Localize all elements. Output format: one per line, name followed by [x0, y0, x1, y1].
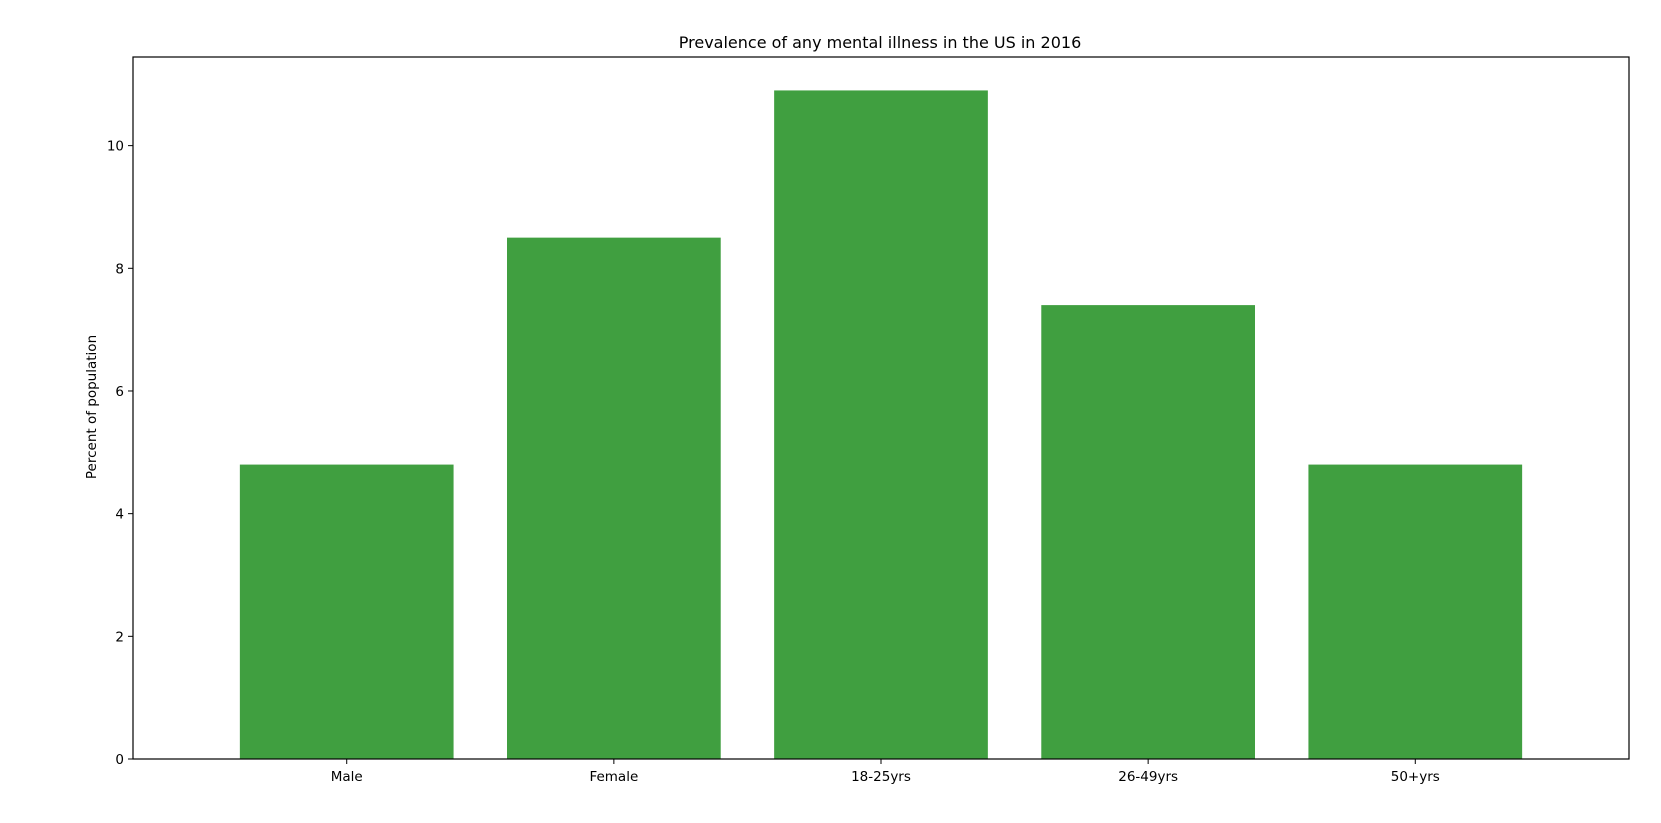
x-tick-label: Male [331, 769, 363, 785]
bar-female [507, 237, 721, 759]
x-tick-label: 26-49yrs [1118, 769, 1178, 785]
y-axis-ticks: 0 2 4 6 8 10 [107, 139, 133, 768]
y-tick-label: 10 [107, 139, 124, 155]
y-tick-label: 0 [115, 752, 124, 768]
x-tick-label: Female [589, 769, 638, 785]
bar-26-49yrs [1041, 305, 1255, 759]
bar-18-25yrs [774, 90, 988, 759]
y-tick-label: 2 [115, 629, 124, 645]
y-tick-label: 6 [115, 384, 124, 400]
x-tick-label: 18-25yrs [851, 769, 911, 785]
x-tick-label: 50+yrs [1391, 769, 1440, 785]
y-tick-label: 8 [115, 261, 124, 277]
y-tick-label: 4 [115, 507, 124, 523]
x-axis-ticks: Male Female 18-25yrs 26-49yrs 50+yrs [331, 759, 1440, 785]
plot-frame [132, 56, 1630, 760]
y-axis-label: Percent of population [84, 335, 100, 479]
bar-50-yrs [1308, 464, 1523, 759]
bar-male [239, 464, 454, 759]
chart-title: Prevalence of any mental illness in the … [679, 33, 1082, 52]
bars-group [239, 90, 1523, 759]
